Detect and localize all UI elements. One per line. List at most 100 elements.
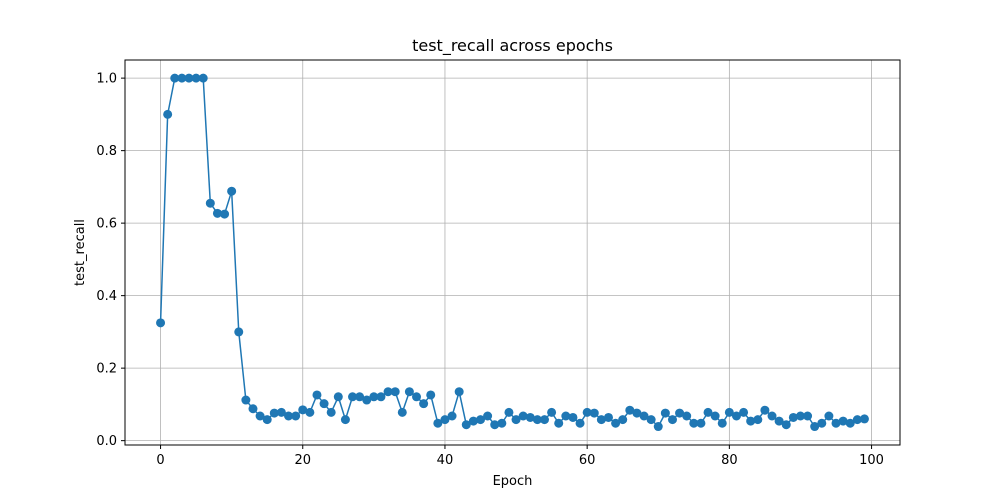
data-point: [810, 422, 820, 432]
y-tick-label: 0.8: [96, 144, 117, 159]
chart-title: test_recall across epochs: [412, 36, 613, 56]
x-tick-label: 60: [579, 453, 596, 468]
data-point: [440, 415, 450, 425]
data-point: [532, 415, 542, 425]
data-series: [156, 73, 869, 432]
data-point: [241, 395, 251, 405]
plot-area-background: [125, 60, 900, 445]
data-point: [831, 418, 841, 428]
data-point: [305, 407, 315, 417]
data-point: [660, 408, 670, 418]
x-tick-label: 100: [859, 453, 884, 468]
data-point: [298, 405, 308, 415]
data-point: [248, 404, 258, 414]
data-point: [653, 422, 663, 432]
data-point: [589, 408, 599, 418]
data-point: [689, 418, 699, 428]
data-point: [476, 415, 486, 425]
data-point: [170, 73, 180, 83]
data-point: [198, 73, 208, 83]
data-point: [348, 392, 358, 402]
data-point: [497, 418, 507, 428]
data-point: [234, 327, 244, 337]
data-point: [262, 415, 272, 425]
data-point: [390, 387, 400, 397]
data-point: [731, 411, 741, 421]
data-point: [369, 392, 379, 402]
data-point: [326, 407, 336, 417]
data-point: [220, 209, 230, 219]
data-point: [788, 412, 798, 422]
x-tick-label: 40: [437, 453, 454, 468]
data-point: [838, 416, 848, 426]
data-point: [291, 411, 301, 421]
data-point: [426, 390, 436, 400]
data-point: [852, 415, 862, 425]
data-point: [376, 392, 386, 402]
data-point: [490, 420, 500, 430]
data-point: [753, 415, 763, 425]
data-point: [561, 411, 571, 421]
data-point: [177, 73, 187, 83]
data-point: [774, 416, 784, 426]
data-point: [397, 407, 407, 417]
y-tick-label: 0.4: [96, 289, 117, 304]
data-point: [568, 412, 578, 422]
data-point: [824, 411, 834, 421]
x-tick-label: 80: [721, 453, 738, 468]
data-point: [603, 412, 613, 422]
data-point: [383, 387, 393, 397]
data-point: [419, 399, 429, 409]
data-point: [255, 411, 265, 421]
data-point: [504, 407, 514, 417]
data-point: [205, 198, 215, 208]
data-point: [575, 418, 585, 428]
data-point: [184, 73, 194, 83]
data-point: [724, 407, 734, 417]
data-point: [163, 109, 173, 119]
data-point: [596, 415, 606, 425]
plot-frame: [124, 59, 901, 446]
data-point: [717, 418, 727, 428]
data-point: [355, 392, 365, 402]
data-point: [767, 411, 777, 421]
data-point: [362, 395, 372, 405]
y-tick-label: 0.2: [96, 362, 117, 377]
y-tick-label: 0.0: [96, 434, 117, 449]
data-point: [269, 408, 279, 418]
data-point: [518, 411, 528, 421]
data-point: [682, 411, 692, 421]
data-point: [746, 416, 756, 426]
data-point: [319, 399, 329, 409]
data-point: [284, 411, 294, 421]
data-point: [817, 418, 827, 428]
data-point: [461, 420, 471, 430]
data-point: [582, 407, 592, 417]
data-point: [703, 407, 713, 417]
data-point: [404, 387, 414, 397]
data-point: [312, 390, 322, 400]
data-point: [845, 418, 855, 428]
data-point: [675, 408, 685, 418]
data-point: [696, 418, 706, 428]
data-point: [618, 415, 628, 425]
axis-ticks: 0 20 40 60 80 100 0.0 0.2 0.4 0.6 0.8 1.0: [96, 72, 884, 468]
data-point: [795, 411, 805, 421]
data-point: [340, 415, 350, 425]
data-point: [468, 416, 478, 426]
data-point: [611, 418, 621, 428]
x-tick-label: 20: [294, 453, 311, 468]
x-tick-label: 0: [156, 453, 164, 468]
data-point: [191, 73, 201, 83]
data-point: [781, 420, 791, 430]
data-point: [433, 418, 443, 428]
x-axis-label: Epoch: [493, 474, 533, 489]
data-point: [803, 411, 813, 421]
data-point: [156, 318, 166, 328]
data-point: [632, 408, 642, 418]
data-point: [525, 412, 535, 422]
data-point: [739, 407, 749, 417]
y-tick-label: 0.6: [96, 217, 117, 232]
